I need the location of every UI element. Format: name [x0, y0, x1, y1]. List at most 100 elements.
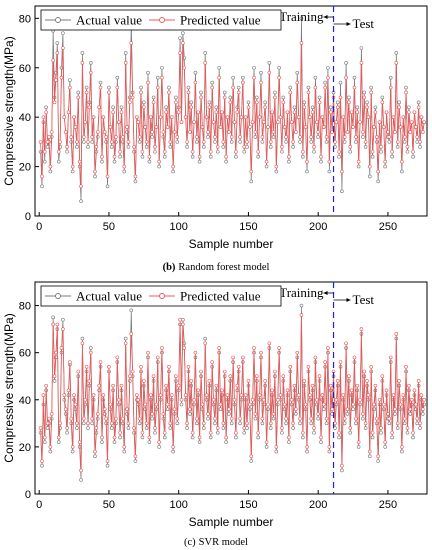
data-point — [278, 115, 283, 119]
data-point — [87, 379, 92, 383]
data-point — [345, 407, 350, 412]
x-axis-ticks: 0 50 100 150 200 250 — [36, 490, 397, 511]
data-point — [56, 159, 61, 164]
data-point — [268, 426, 273, 430]
data-point — [281, 100, 286, 105]
x-tick-label: 50 — [103, 499, 115, 511]
data-point — [48, 449, 53, 454]
data-point — [363, 426, 368, 430]
data-point — [202, 145, 206, 149]
y-tick-label: 20 — [19, 442, 31, 454]
data-point — [129, 308, 134, 313]
data-point — [407, 110, 411, 115]
data-point — [327, 449, 332, 454]
data-point — [93, 169, 97, 174]
y-tick-label: 0 — [25, 211, 31, 223]
data-point — [175, 135, 180, 139]
data-point — [334, 397, 339, 402]
data-point — [314, 120, 319, 124]
data-point — [277, 75, 281, 80]
data-point — [139, 85, 143, 90]
data-point — [178, 317, 182, 322]
data-point — [73, 125, 78, 129]
y-axis-label: Compressive strength(MPa) — [2, 313, 16, 462]
data-point — [158, 393, 163, 397]
data-point — [249, 179, 254, 184]
data-point — [172, 130, 177, 134]
data-point — [101, 115, 106, 119]
data-point — [393, 407, 397, 412]
data-point — [197, 154, 202, 159]
data-point — [70, 449, 75, 454]
panel-caption-text: Random forest model — [178, 262, 269, 273]
data-point — [123, 341, 128, 346]
data-point — [374, 135, 379, 139]
data-point — [405, 145, 410, 149]
data-point — [255, 374, 259, 379]
data-point — [90, 421, 94, 426]
data-point — [291, 145, 295, 149]
data-point — [144, 140, 149, 144]
data-point — [287, 435, 291, 440]
data-point — [275, 120, 280, 124]
data-point — [168, 421, 173, 426]
data-point — [381, 125, 386, 129]
data-point — [309, 421, 314, 426]
data-point — [183, 115, 188, 119]
data-point — [256, 435, 261, 440]
data-point — [45, 421, 50, 426]
data-point — [162, 149, 167, 154]
data-point — [108, 402, 113, 407]
data-point — [179, 402, 184, 407]
data-point — [387, 421, 392, 426]
data-point — [150, 135, 154, 139]
data-point — [238, 421, 242, 426]
data-point — [133, 174, 138, 179]
data-point — [65, 426, 69, 430]
data-point — [197, 435, 202, 440]
data-point — [45, 426, 50, 430]
data-point — [119, 105, 124, 110]
data-point — [162, 154, 167, 159]
data-point — [97, 383, 101, 388]
data-point — [398, 125, 403, 129]
data-point — [299, 41, 304, 45]
data-point — [238, 416, 242, 421]
data-point — [179, 120, 184, 124]
data-point — [386, 130, 390, 134]
data-point — [379, 149, 383, 154]
data-point — [68, 360, 72, 364]
data-point — [196, 388, 201, 393]
y-axis-ticks: 0 20 40 60 80 — [19, 13, 39, 223]
data-point — [214, 383, 219, 388]
data-point — [66, 110, 71, 115]
data-point — [298, 416, 302, 421]
data-point — [135, 115, 139, 119]
data-point — [405, 426, 410, 430]
data-point — [123, 61, 128, 65]
data-point — [397, 379, 401, 383]
data-point — [344, 61, 348, 65]
data-point — [384, 110, 389, 115]
data-point — [98, 80, 103, 85]
data-point — [49, 130, 54, 134]
data-point — [174, 374, 178, 379]
data-point — [69, 135, 74, 139]
data-point — [352, 355, 357, 360]
data-point — [98, 360, 103, 364]
x-axis-label: Sample number — [189, 237, 274, 251]
data-point — [298, 421, 302, 426]
data-point — [249, 459, 254, 463]
data-point — [401, 393, 406, 397]
data-point — [362, 90, 367, 95]
data-point — [229, 416, 234, 421]
data-point — [270, 388, 274, 393]
data-point — [387, 416, 392, 421]
data-point — [199, 369, 203, 374]
data-point — [243, 115, 248, 119]
data-point — [282, 402, 287, 407]
data-point — [340, 463, 344, 468]
data-point — [150, 130, 154, 134]
data-point — [203, 341, 207, 346]
